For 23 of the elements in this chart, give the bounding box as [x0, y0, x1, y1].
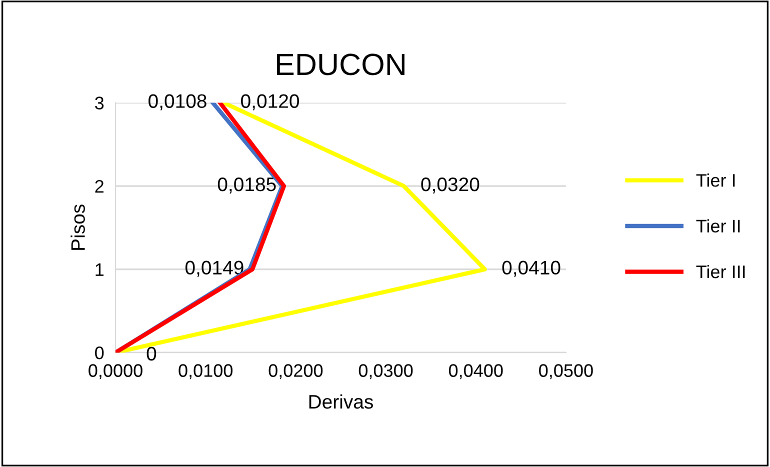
annotation: 0,0185 [218, 177, 276, 194]
y-tick-label: 3 [95, 96, 104, 110]
y-axis-title: Pisos [70, 204, 85, 250]
x-tick-label: 0,0100 [178, 364, 232, 380]
x-tick-label: 0,0300 [358, 364, 413, 380]
annotation: 0,0320 [421, 177, 480, 194]
legend-label: Tier III [696, 264, 745, 278]
legend-label: Tier II [696, 219, 740, 233]
annotation: 0,0410 [502, 260, 560, 277]
y-tick-label: 2 [95, 180, 104, 193]
x-tick-label: 0,0500 [539, 364, 593, 380]
x-tick-label: 0,0000 [88, 364, 142, 380]
annotation: 0,0108 [148, 94, 206, 110]
x-tick-label: 0,0400 [448, 364, 503, 380]
chart-title: EDUCON [277, 54, 404, 76]
annotation: 0 [146, 346, 156, 361]
x-axis-title: Derivas [309, 394, 373, 409]
annotation: 0,0120 [241, 94, 299, 110]
annotation: 0,0149 [185, 260, 244, 277]
y-tick-label: 1 [96, 263, 104, 276]
x-tick-label: 0,0200 [268, 364, 323, 380]
y-tick-label: 0 [95, 346, 104, 360]
legend-label: Tier I [696, 174, 735, 187]
